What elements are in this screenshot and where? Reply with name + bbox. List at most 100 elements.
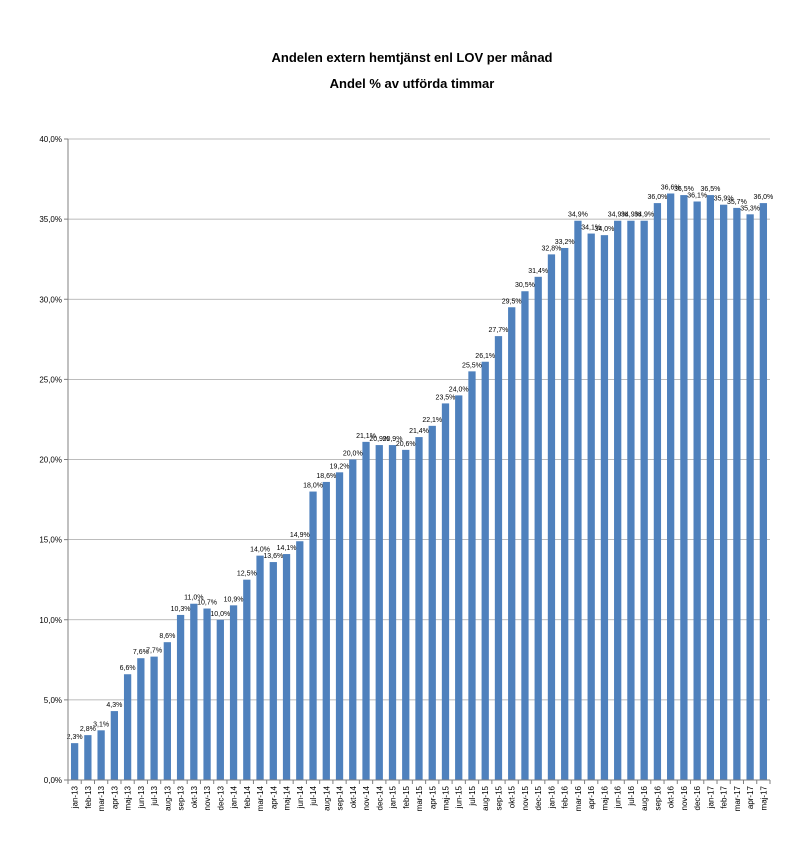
bar	[97, 730, 105, 780]
y-tick-label: 35,0%	[39, 215, 62, 224]
data-label: 35,3%	[740, 205, 760, 212]
x-tick-label: nov-14	[362, 785, 371, 810]
x-tick-label: apr-13	[110, 785, 119, 809]
bars	[70, 193, 768, 781]
bar	[481, 361, 489, 780]
bar	[733, 207, 741, 780]
bar	[720, 204, 728, 780]
x-tick-label: apr-16	[587, 785, 596, 809]
y-tick-label: 40,0%	[39, 135, 62, 144]
data-label: 36,5%	[674, 186, 694, 193]
data-label: 36,6%	[661, 184, 681, 191]
x-tick-label: maj-13	[124, 785, 133, 810]
data-label: 14,1%	[277, 545, 297, 552]
data-label: 31,4%	[528, 268, 548, 275]
x-tick-label: mar-15	[415, 785, 424, 811]
x-tick-label: jun-15	[455, 785, 464, 809]
data-label: 13,6%	[263, 553, 283, 560]
data-label: 14,9%	[290, 532, 310, 539]
bar	[574, 220, 582, 781]
data-label: 18,6%	[316, 473, 336, 480]
data-label: 29,5%	[502, 298, 522, 305]
bar	[759, 203, 768, 781]
bar	[190, 603, 198, 780]
x-tick-label: feb-14	[243, 785, 252, 808]
y-tick-label: 0,0%	[44, 776, 62, 785]
x-tick-label: okt-13	[190, 785, 199, 808]
y-tick-label: 5,0%	[44, 696, 62, 705]
bar	[547, 254, 556, 780]
x-tick-label: maj-16	[600, 785, 609, 810]
x-tick-label: mar-16	[574, 785, 583, 811]
x-tick-label: maj-17	[759, 785, 768, 810]
bar	[706, 195, 715, 781]
data-label: 36,1%	[687, 193, 707, 200]
bar	[349, 459, 357, 780]
bar	[309, 491, 317, 780]
bar	[137, 658, 145, 780]
data-label: 2,8%	[80, 726, 96, 733]
data-label: 7,6%	[133, 649, 149, 656]
x-tick-label: jan-13	[71, 785, 80, 809]
x-tick-label: aug-15	[481, 785, 490, 810]
bar	[441, 403, 450, 780]
x-tick-label: dec-13	[216, 785, 225, 810]
x-tick-label: feb-16	[561, 785, 570, 808]
data-label: 3,1%	[93, 721, 109, 728]
data-label: 21,1%	[356, 433, 376, 440]
bar	[455, 395, 463, 780]
data-label: 10,0%	[210, 611, 230, 618]
x-tick-label: apr-15	[428, 785, 437, 809]
bar	[494, 336, 503, 780]
x-tick-label: jul-13	[150, 785, 159, 806]
data-label: 12,5%	[237, 571, 257, 578]
bar	[640, 220, 648, 781]
data-label: 25,5%	[462, 362, 482, 369]
data-label: 6,6%	[120, 665, 136, 672]
x-tick-label: mar-14	[256, 785, 265, 811]
data-label: 34,1%	[581, 225, 601, 232]
data-label: 10,9%	[224, 596, 244, 603]
bar	[296, 541, 304, 780]
bar	[322, 481, 330, 780]
x-tick-label: feb-15	[402, 785, 411, 808]
x-tick-label: apr-17	[746, 785, 755, 809]
data-label: 36,5%	[700, 186, 720, 193]
data-label: 8,6%	[159, 633, 175, 640]
bar	[269, 562, 277, 780]
x-tick-label: jul-14	[309, 785, 318, 806]
bar	[229, 605, 238, 780]
x-tick-label: feb-17	[720, 785, 729, 808]
bar	[84, 735, 92, 780]
bar	[256, 555, 264, 780]
data-label: 20,9%	[369, 436, 389, 443]
bar	[534, 276, 542, 780]
bar	[163, 642, 171, 780]
x-tick-label: jun-13	[137, 785, 146, 809]
x-tick-label: sep-14	[336, 785, 345, 810]
bar	[746, 214, 754, 780]
x-axis-ticks: jan-13 feb-13 mar-13 apr-13 maj-13 jun-13 jul-…	[67, 780, 771, 811]
bar	[243, 579, 251, 780]
bar	[176, 614, 185, 780]
bar	[70, 743, 79, 780]
data-label: 14,0%	[250, 547, 270, 554]
bar	[123, 674, 132, 780]
x-tick-label: jul-16	[627, 785, 636, 806]
x-tick-label: jul-15	[468, 785, 477, 806]
data-label: 34,9%	[621, 212, 641, 219]
data-label: 34,9%	[608, 212, 628, 219]
data-label: 30,5%	[515, 282, 535, 289]
bar	[402, 449, 410, 780]
bar	[375, 445, 383, 780]
x-tick-label: okt-14	[349, 785, 358, 808]
x-tick-label: aug-13	[163, 785, 172, 810]
data-label: 36,0%	[753, 194, 773, 201]
data-label: 34,9%	[568, 212, 588, 219]
y-tick-label: 20,0%	[39, 456, 62, 465]
data-label: 35,9%	[714, 196, 734, 203]
x-tick-label: maj-15	[441, 785, 450, 810]
data-label: 35,7%	[727, 199, 747, 206]
y-axis-ticks: 0,0% 5,0% 10,0% 15,0% 20,0% 25,0% 30,0% 35,0% 40…	[39, 135, 68, 785]
